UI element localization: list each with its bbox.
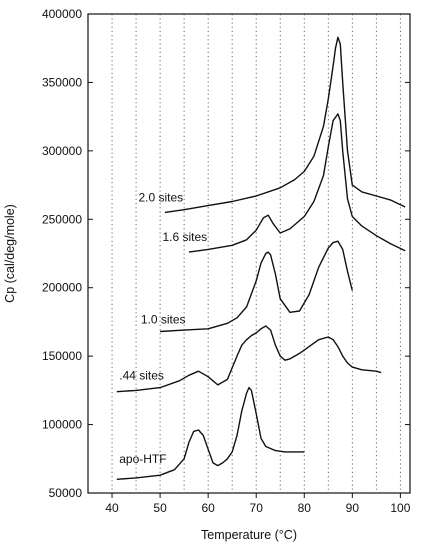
plot-frame [87, 13, 411, 494]
x-tick-label: 100 [390, 501, 410, 515]
series-group [116, 36, 406, 480]
y-tick-label: 200000 [42, 281, 82, 295]
x-axis-title: Temperature (°C) [201, 528, 297, 542]
x-tick-label: 70 [250, 501, 264, 515]
y-tick-label: 400000 [42, 7, 82, 21]
x-tick-label: 90 [346, 501, 360, 515]
series-line-0 [164, 36, 406, 214]
y-tick-label: 50000 [49, 486, 83, 500]
series-label-3: .44 sites [119, 368, 164, 382]
series-labels: 2.0 sites 1.6 sites 1.0 sites .44 sites apo-… [119, 190, 207, 465]
y-tick-label: 100000 [42, 418, 82, 432]
series-label-0: 2.0 sites [138, 190, 183, 204]
x-axis: 40 50 60 70 80 90 100 [105, 493, 411, 515]
series-label-2: 1.0 sites [141, 312, 186, 326]
x-tick-label: 80 [298, 501, 312, 515]
y-tick-label: 300000 [42, 144, 82, 158]
y-axis-title: Cp (cal/deg/mole) [3, 204, 17, 303]
x-tick-label: 40 [105, 501, 119, 515]
series-line-4 [116, 386, 305, 480]
y-tick-label: 150000 [42, 349, 82, 363]
series-line-2 [160, 240, 353, 333]
series-label-4: apo-HTF [119, 452, 166, 466]
x-tick-label: 50 [153, 501, 167, 515]
series-line-1 [188, 113, 406, 253]
series-label-1: 1.6 sites [162, 230, 207, 244]
y-tick-label: 250000 [42, 212, 82, 226]
y-tick-label: 350000 [42, 75, 82, 89]
series-line-3 [116, 325, 382, 393]
x-tick-label: 60 [201, 501, 215, 515]
grid-lines [111, 14, 401, 493]
y-axis: 50000 100000 150000 200000 250000 300000 35000… [42, 7, 410, 500]
